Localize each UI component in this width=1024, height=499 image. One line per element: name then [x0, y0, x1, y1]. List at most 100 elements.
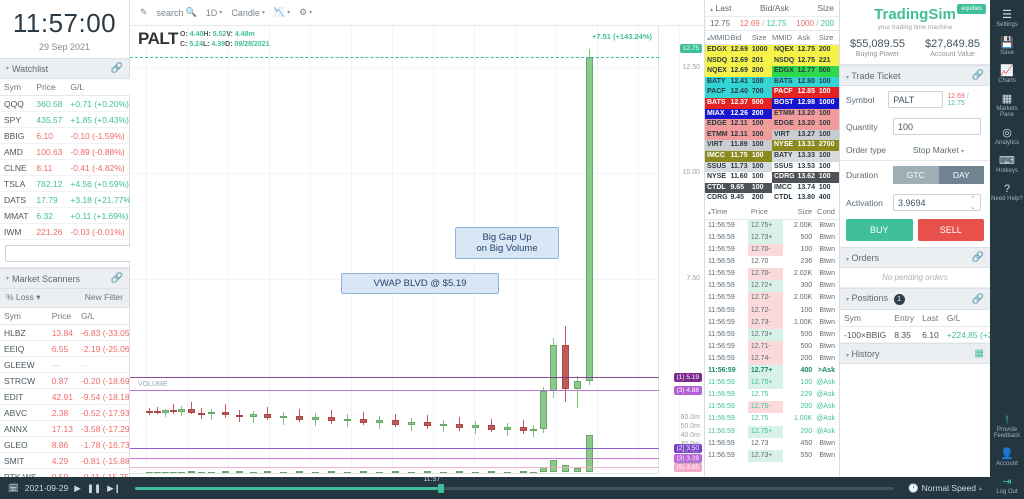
timeframe-dropdown[interactable]: 1D ▾	[205, 7, 223, 18]
level2-row[interactable]: BOST 12.98 1000	[772, 97, 839, 109]
table-row[interactable]: GLEEW — —	[0, 356, 129, 373]
buy-button[interactable]: BUY	[846, 219, 913, 241]
level2-row[interactable]: BATY 12.41 100	[705, 76, 772, 88]
pencil-icon[interactable]: ✎	[140, 7, 148, 17]
level2-row[interactable]: BATY 13.33 100	[772, 150, 839, 162]
timeline-handle[interactable]	[438, 483, 445, 493]
table-row[interactable]: TSLA 782.12 +4.56 (+0.59%)	[0, 175, 138, 192]
level2-row[interactable]: EDGE 12.11 100	[705, 119, 772, 130]
link-icon[interactable]: 🔗	[110, 63, 123, 74]
level2-row[interactable]: NSDQ 12.75 221	[772, 55, 839, 67]
level2-row[interactable]: ETMM 12.11 100	[705, 129, 772, 141]
level2-row[interactable]: EDGE 13.20 100	[772, 119, 839, 130]
charttype-dropdown[interactable]: Candle ▾	[231, 7, 265, 18]
pause-button[interactable]: ❚❚	[86, 482, 102, 493]
table-row[interactable]: BBIG 6.10 -0.10 (-1.59%)	[0, 127, 138, 144]
level2-row[interactable]: NQEX 12.75 200	[772, 45, 839, 56]
timesales-row[interactable]: 11:56:59 12.71- 500 Btwn	[705, 340, 839, 353]
timesales-list[interactable]: 11:56:59 12.75+ 2.00K Btwn 11:56:59 12.73+ 500…	[705, 219, 839, 462]
level2-row[interactable]: VIRT 13.27 100	[772, 129, 839, 141]
rail-item-provide-feedback[interactable]: ! Provide Feedback	[990, 409, 1024, 443]
timesales-row[interactable]: 11:56:59 12.73 450 Btwn	[705, 438, 839, 450]
table-row[interactable]: DATS 17.79 +3.18 (+21.77%)	[0, 191, 138, 208]
level2-row[interactable]: IMCC 13.74 100	[772, 182, 839, 194]
timesales-row[interactable]: 11:56:59 12.70 236 Btwn	[705, 256, 839, 268]
link-icon[interactable]: 🔗	[971, 293, 984, 305]
history-header[interactable]: ▾ History ▦	[840, 343, 990, 364]
scanners-header[interactable]: ▾ Market Scanners 🔗	[0, 268, 129, 289]
symbol-input[interactable]	[888, 91, 944, 108]
table-row[interactable]: MMAT 6.32 +0.11 (+1.69%)	[0, 207, 138, 224]
timesales-row[interactable]: 11:56:59 12.70- 100 Btwn	[705, 244, 839, 257]
ordertype-dropdown[interactable]: Stop Market ▾	[912, 145, 965, 155]
timesales-row[interactable]: 11:56:59 12.75+ 100 @Ask	[705, 377, 839, 390]
chart-annotation[interactable]: Big Gap Up on Big Volume	[455, 227, 559, 259]
table-row[interactable]: IWM 221.26 -0.03 (-0.01%)	[0, 223, 138, 240]
level2-row[interactable]: MIAX 12.26 200	[705, 108, 772, 120]
timesales-row[interactable]: 11:56:59 12.75- 200 @Ask	[705, 401, 839, 414]
timesales-row[interactable]: 11:56:59 12.73+ 500 Btwn	[705, 232, 839, 245]
watchlist-header[interactable]: ▾ Watchlist 🔗	[0, 58, 129, 79]
timesales-row[interactable]: 11:56:59 12.75+ 200 @Ask	[705, 425, 839, 438]
timesales-row[interactable]: 11:56:59 12.70- 2.02K Btwn	[705, 268, 839, 281]
level2-row[interactable]: NYSE 13.31 2700	[772, 140, 839, 151]
positions-header[interactable]: ▾ Positions 1 🔗	[840, 288, 990, 310]
trade-ticket-header[interactable]: ▾ Trade Ticket 🔗	[840, 65, 990, 86]
new-filter-button[interactable]: New Filter	[84, 292, 123, 302]
link-icon[interactable]: 🔗	[110, 273, 123, 284]
level2-row[interactable]: SSUS 11.73 100	[705, 161, 772, 173]
stepper-icon[interactable]: ⌃ ⌄	[970, 195, 976, 211]
timesales-row[interactable]: 11:56:59 12.72+ 300 Btwn	[705, 280, 839, 293]
scanner-filter-dropdown[interactable]: % Loss ▾	[6, 292, 41, 302]
timesales-row[interactable]: 11:56:59 12.72- 100 Btwn	[705, 304, 839, 317]
level2-row[interactable]: CDRG 9.45 200	[705, 193, 772, 204]
link-icon[interactable]: 🔗	[971, 70, 984, 81]
calendar-icon[interactable]: 🗓	[8, 482, 19, 493]
bar-chart-icon[interactable]: ▦	[974, 348, 984, 359]
level2-row[interactable]: BATS 12.80 100	[772, 76, 839, 88]
rail-item-hotkeys[interactable]: ⌨ Hotkeys	[990, 150, 1024, 178]
level2-row[interactable]: NSDQ 12.69 201	[705, 55, 772, 67]
timesales-row[interactable]: 11:56:59 12.75 1.00K @Ask	[705, 413, 839, 425]
level2-row[interactable]: SSUS 13.53 100	[772, 161, 839, 173]
level2-row[interactable]: NYSE 11.60 100	[705, 172, 772, 183]
timesales-row[interactable]: 11:56:59 12.75 229 @Ask	[705, 389, 839, 401]
level2-row[interactable]: EDGX 12.69 1000	[705, 45, 772, 56]
rail-item-markets-pane[interactable]: ▦ Markets Pane	[990, 88, 1024, 122]
link-icon[interactable]: 🔗	[971, 252, 984, 263]
rail-item-charts[interactable]: 📈 Charts	[990, 60, 1024, 88]
duration-gtc[interactable]: GTC	[893, 166, 939, 184]
quantity-input[interactable]	[893, 118, 981, 135]
rail-item-settings[interactable]: ☰ Settings	[990, 4, 1024, 32]
level2-row[interactable]: VIRT 11.89 100	[705, 140, 772, 151]
level2-row[interactable]: NQEX 12.69 200	[705, 66, 772, 77]
timesales-row[interactable]: 11:56:59 12.77+ 400 >Ask	[705, 365, 839, 378]
timesales-row[interactable]: 11:56:59 12.74- 200 Btwn	[705, 352, 839, 366]
level2-row[interactable]: PACF 12.85 100	[772, 87, 839, 98]
rail-item-analytics[interactable]: ◎ Analytics	[990, 122, 1024, 150]
timeline-slider[interactable]: 11:57	[134, 476, 895, 493]
play-button[interactable]: ▶	[74, 482, 81, 493]
step-button[interactable]: ▶❙	[107, 482, 121, 493]
chart-annotation[interactable]: VWAP BLVD @ $5.19	[341, 273, 499, 294]
table-row[interactable]: AMD 100.63 -0.89 (-0.88%)	[0, 143, 138, 160]
level2-row[interactable]: EDGX 12.77 500	[772, 66, 839, 77]
indicator-icon[interactable]: 📉 ▾	[273, 7, 291, 17]
level2-row[interactable]: CTDL 9.65 100	[705, 182, 772, 194]
speed-dropdown[interactable]: 🕐 Normal Speed ▴	[908, 482, 982, 494]
level2-row[interactable]: BATS 12.37 500	[705, 97, 772, 109]
timesales-row[interactable]: 11:56:59 12.73+ 550 Btwn	[705, 449, 839, 462]
rail-item-log-out[interactable]: ⇥ Log Out	[990, 471, 1024, 499]
level2-row[interactable]: CTDL 13.80 400	[772, 193, 839, 204]
timesales-row[interactable]: 11:56:59 12.72- 2.00K Btwn	[705, 292, 839, 305]
chart-canvas[interactable]: PALT O: 4.40H: 5.52V: 4.48m C: 5.24L: 4.…	[130, 26, 704, 499]
orders-header[interactable]: ▾ Orders 🔗	[840, 247, 990, 268]
table-row[interactable]: SPY 435.57 +1.85 (+0.43%)	[0, 111, 138, 128]
